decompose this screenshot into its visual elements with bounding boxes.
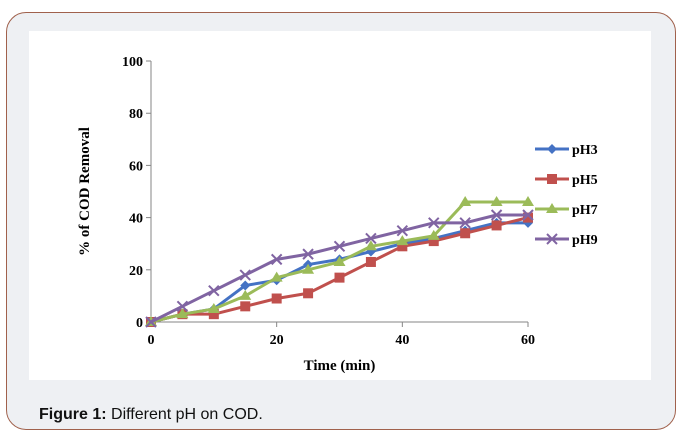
data-point-ph9 (428, 217, 440, 229)
x-tick-label: 60 (521, 333, 535, 348)
y-tick-label: 40 (129, 212, 143, 227)
data-point-ph9 (176, 300, 189, 313)
data-point-ph5 (271, 293, 282, 304)
figure-caption-label: Figure 1: (39, 406, 107, 423)
data-point-ph5 (460, 228, 471, 239)
legend-label-ph9: pH9 (572, 233, 598, 248)
data-point-ph7 (270, 271, 283, 282)
data-point-ph9 (302, 248, 314, 260)
data-point-ph7 (239, 289, 252, 300)
chart-panel: 0 20 40 60 80 100 0 20 40 60 Time (min) % of COD Re… (29, 31, 651, 380)
data-point-ph7 (427, 229, 440, 240)
data-point-ph5 (428, 236, 439, 247)
data-point-ph7 (207, 302, 220, 313)
legend-label-ph3: pH3 (572, 143, 598, 158)
figure-caption-text: Different pH on COD. (106, 406, 263, 423)
data-point-ph9 (490, 209, 503, 221)
x-tick-label: 40 (395, 333, 409, 348)
y-tick-label: 60 (129, 159, 143, 174)
data-point-ph9 (270, 253, 283, 266)
data-point-ph5 (208, 309, 219, 320)
data-point-ph7 (522, 195, 534, 206)
data-point-ph7 (490, 195, 503, 206)
legend-label-ph7: pH7 (572, 203, 598, 218)
data-point-ph9 (459, 217, 471, 229)
legend-marker-ph5 (547, 174, 557, 184)
data-point-ph5 (523, 212, 533, 223)
data-point-ph7 (459, 195, 472, 206)
data-point-ph5 (334, 272, 345, 283)
data-point-ph9 (208, 284, 220, 297)
y-tick-label: 80 (129, 107, 143, 122)
data-point-ph3 (240, 280, 251, 291)
data-point-ph9 (396, 224, 409, 237)
x-axis-label: Time (min) (304, 358, 376, 374)
figure-card: 0 20 40 60 80 100 0 20 40 60 Time (min) % of COD Re… (6, 12, 676, 430)
series-line-ph5 (150, 216, 529, 324)
legend-marker-ph3 (547, 144, 557, 154)
legend-marker-ph7 (546, 203, 558, 213)
y-axis-label: % of COD Removal (77, 127, 93, 256)
data-point-ph5 (491, 220, 502, 231)
data-point-ph9 (333, 240, 346, 253)
legend-marker-ph9 (546, 233, 558, 245)
data-point-ph9 (522, 209, 534, 221)
data-point-ph9 (239, 269, 251, 281)
x-tick-label: 0 (148, 333, 155, 348)
data-point-ph5 (397, 241, 408, 252)
y-tick-label: 20 (129, 264, 143, 279)
data-point-ph5 (303, 288, 314, 299)
data-point-ph7 (302, 263, 315, 274)
data-point-ph7 (396, 235, 409, 246)
y-tick-label: 100 (122, 55, 143, 70)
data-point-ph5 (240, 301, 251, 312)
data-point-ph7 (176, 308, 189, 319)
data-point-ph7 (333, 255, 346, 266)
series-line-ph3 (150, 221, 528, 324)
data-point-ph5 (365, 256, 376, 267)
figure-caption: Figure 1: Different pH on COD. (39, 406, 263, 424)
cod-removal-line-chart: 0 20 40 60 80 100 0 20 40 60 Time (min) % of COD Re… (77, 55, 598, 374)
legend-label-ph5: pH5 (572, 173, 598, 188)
data-point-ph9 (365, 232, 377, 245)
x-tick-label: 20 (270, 333, 284, 348)
data-point-ph9 (145, 316, 157, 328)
y-tick-label: 0 (136, 316, 143, 331)
data-point-ph7 (364, 240, 377, 251)
